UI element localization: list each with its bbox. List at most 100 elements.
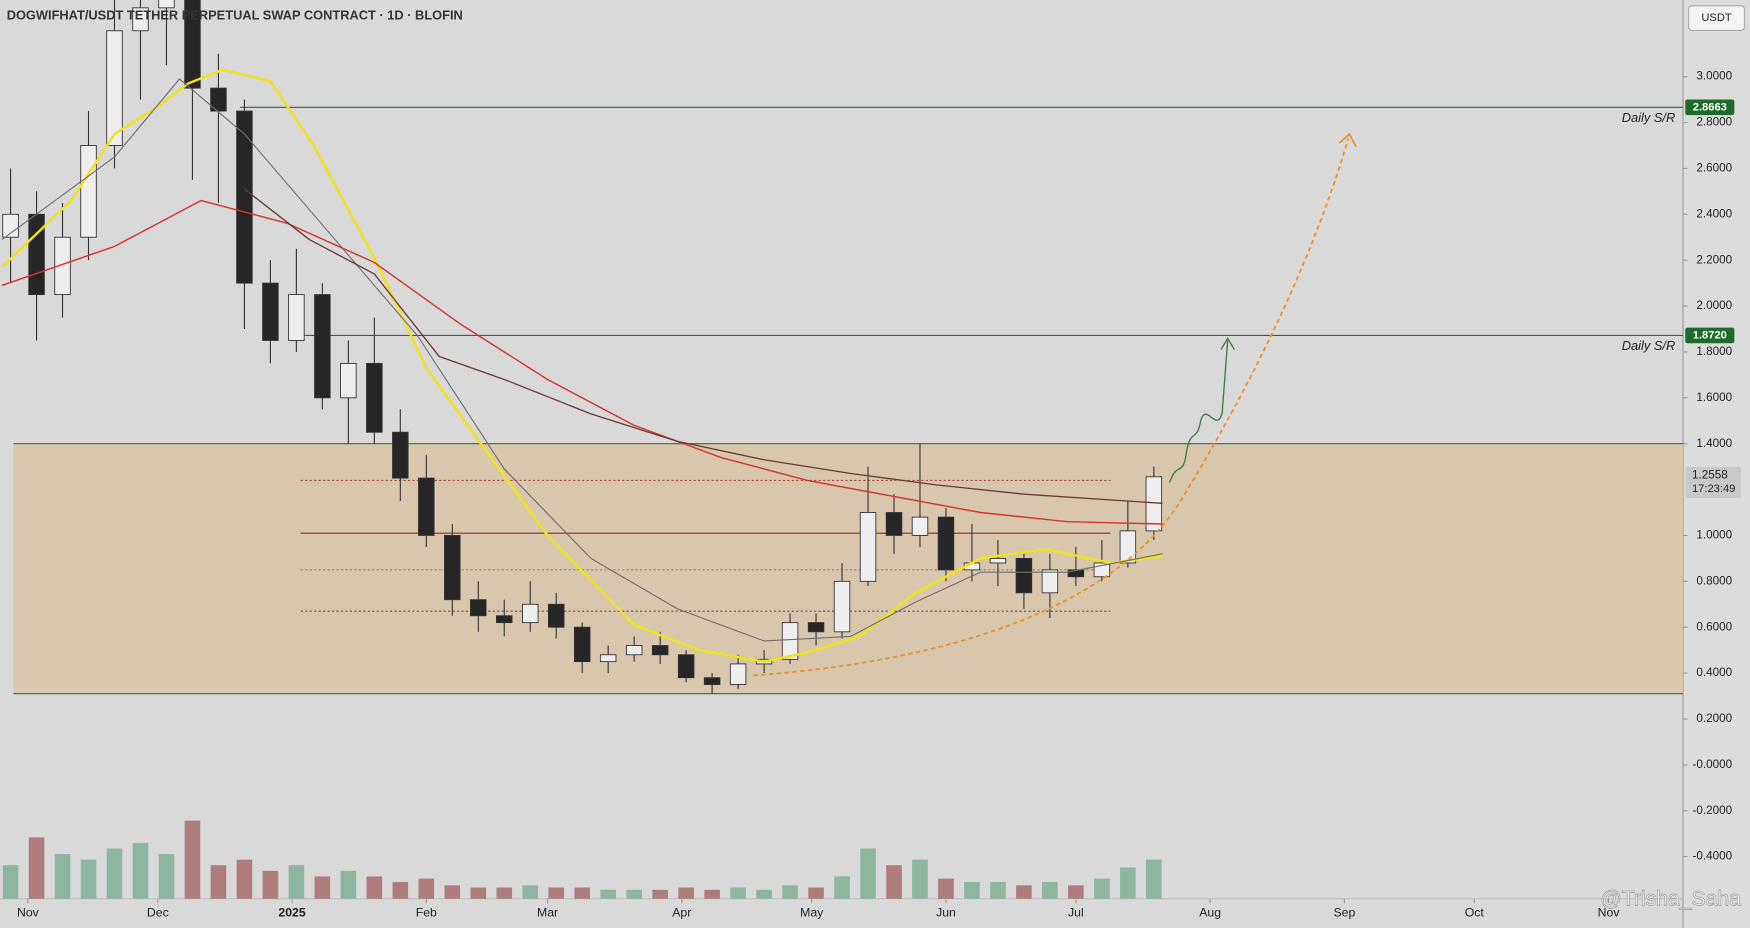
candle-body (911, 516, 929, 536)
currency-label: USDT (1701, 12, 1732, 24)
volume-bar (470, 887, 487, 899)
volume-bar (1068, 885, 1084, 899)
candle-body (677, 654, 695, 679)
candle-body (184, 0, 201, 89)
volume-bar (1094, 878, 1110, 899)
candle-body (444, 535, 461, 601)
volume-bar (730, 887, 746, 899)
candle-body (937, 516, 955, 571)
candle-body (314, 294, 331, 399)
y-tick-label: -0.2000 (1692, 804, 1732, 817)
candle-body (236, 110, 253, 284)
y-tick-label: 3.0000 (1696, 70, 1732, 83)
moving-average (1, 199, 1163, 525)
volume-bar (418, 878, 435, 899)
y-tick-label: 2.8000 (1696, 116, 1732, 129)
volume-bar (912, 859, 928, 899)
candle-body (210, 87, 227, 112)
volume-bar (132, 842, 149, 899)
range-zone (13, 443, 1684, 694)
volume-bar (1016, 885, 1032, 899)
volume-bar (288, 865, 305, 899)
candle-body (392, 431, 409, 479)
candle-body (989, 557, 1007, 564)
path-arrow (1169, 340, 1229, 483)
price-tag (1685, 327, 1735, 344)
y-tick-label: 2.4000 (1696, 207, 1732, 220)
volume-bar (756, 889, 772, 899)
volume-bar (808, 887, 824, 899)
volume-bar (860, 848, 876, 899)
candle-body (729, 663, 747, 686)
sr-label: Daily S/R (1622, 110, 1675, 125)
x-tick-label: Nov (1598, 905, 1621, 919)
y-tick-label: 0.8000 (1696, 574, 1732, 587)
last-price-tag (1685, 466, 1742, 498)
volume-bar (1120, 867, 1136, 899)
chart-title: DOGWIFHAT/USDT TETHER PERPETUAL SWAP CON… (7, 7, 463, 22)
candle-body (80, 145, 97, 238)
candle-body (859, 512, 877, 582)
candle-body (599, 654, 617, 663)
x-tick-label: Apr (672, 905, 691, 919)
x-tick-label: Nov (17, 905, 40, 919)
x-tick-label: Aug (1199, 905, 1221, 919)
volume-bar (548, 887, 565, 899)
candle-body (573, 626, 591, 663)
volume-bar (782, 885, 798, 899)
y-tick-label: 0.6000 (1696, 620, 1732, 633)
projection-curve (753, 138, 1350, 677)
last-price-label: 1.2558 (1692, 469, 1728, 482)
y-tick-label: -0.0000 (1692, 758, 1732, 771)
y-tick-label: 2.6000 (1696, 162, 1732, 175)
candle-body (28, 213, 45, 296)
candle-body (651, 645, 669, 656)
x-tick-label: Jun (936, 905, 956, 919)
volume-bar (626, 889, 642, 899)
candle-body (470, 599, 487, 617)
candle-body (1015, 557, 1033, 594)
x-tick-label: May (800, 905, 824, 919)
candle-body (496, 615, 513, 624)
x-tick-label: Feb (416, 905, 437, 919)
x-tick-label: Mar (537, 905, 558, 919)
price-tag-label: 2.8663 (1693, 101, 1727, 113)
volume-bar (704, 889, 720, 899)
volume-bar (678, 887, 694, 899)
volume-bar (938, 878, 954, 899)
volume-bar (80, 859, 97, 899)
y-tick-label: 1.4000 (1696, 437, 1732, 450)
volume-bar (834, 876, 850, 899)
volume-bar (652, 889, 668, 899)
candle-body (1067, 569, 1085, 578)
candle-body (703, 677, 721, 686)
y-tick-label: 0.4000 (1696, 666, 1732, 679)
x-tick-label: Oct (1465, 905, 1485, 919)
volume-bar (1042, 881, 1058, 899)
moving-average (1, 78, 1163, 642)
currency-box[interactable] (1688, 5, 1745, 31)
watermark: @Trisha_Saha (1600, 887, 1741, 910)
candle-body (807, 622, 825, 633)
x-tick-label: Jul (1068, 905, 1084, 919)
volume-bar (392, 881, 409, 899)
y-tick-label: 1.0000 (1696, 529, 1732, 542)
volume-bar (522, 885, 539, 899)
volume-bar (106, 848, 123, 899)
candle-body (1145, 476, 1163, 532)
candle-body (781, 622, 799, 660)
y-tick-label: 1.8000 (1696, 345, 1732, 358)
y-tick-label: 2.2000 (1696, 253, 1732, 266)
volume-bar (366, 876, 383, 899)
projection-arrowhead (1338, 132, 1357, 147)
countdown-label: 17:23:49 (1692, 483, 1735, 495)
candle-body (132, 7, 149, 32)
volume-bar (600, 889, 616, 899)
candle-body (885, 512, 903, 536)
candle-body (418, 477, 435, 536)
candle-body (366, 362, 383, 433)
candle-body (547, 603, 565, 628)
volume-bar (990, 881, 1006, 899)
y-tick-label: 2.0000 (1696, 299, 1732, 312)
